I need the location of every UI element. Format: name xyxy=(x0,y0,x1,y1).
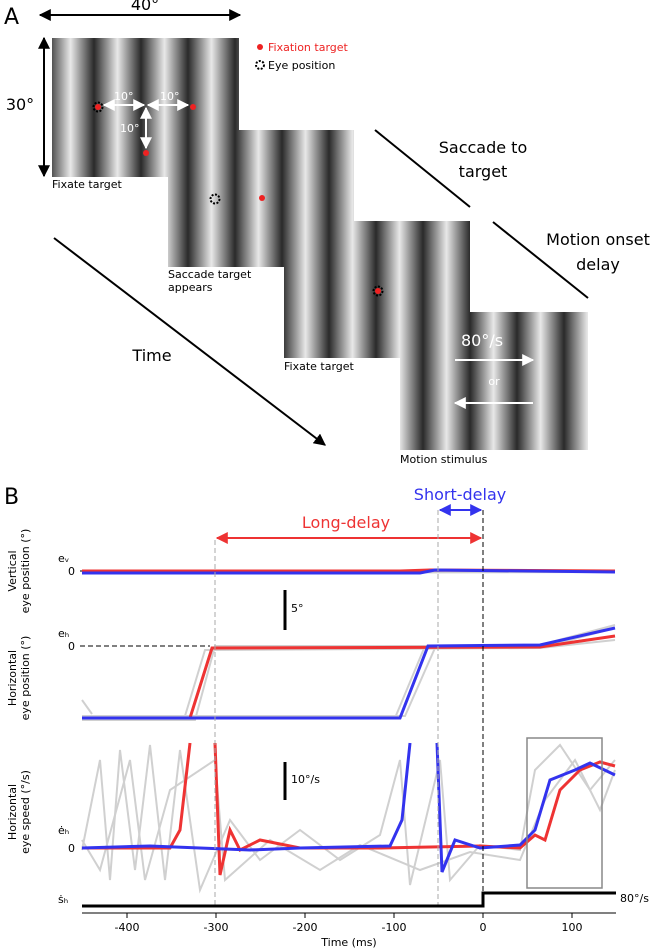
long-delay-label: Long-delay xyxy=(302,513,390,532)
time-arrow xyxy=(53,237,326,446)
signal-label: ėₕ xyxy=(58,824,69,837)
width-label: 40° xyxy=(131,0,159,14)
fixation xyxy=(259,195,265,201)
signal-label: eₕ xyxy=(58,627,69,640)
zero-label: 0 xyxy=(68,565,75,578)
stimulus-trace xyxy=(82,891,616,908)
eye xyxy=(92,101,104,113)
horizontal-position-blue xyxy=(82,626,616,720)
x-tick-label: 100 xyxy=(562,921,583,934)
height-label: 30° xyxy=(6,95,34,114)
frame-caption: Fixate target xyxy=(52,178,123,191)
scale-label: 10°/s xyxy=(291,773,320,786)
x-tick-label: -300 xyxy=(204,921,229,934)
highlight-box xyxy=(526,737,603,889)
legend-eye xyxy=(255,60,265,70)
scale-label: 5° xyxy=(291,602,304,615)
frame-caption: appears xyxy=(168,281,213,294)
vertical-position-blue xyxy=(82,568,616,575)
interval-label: Saccade to xyxy=(439,138,528,157)
fixation xyxy=(95,104,101,110)
interval-line xyxy=(374,129,471,208)
x-tick-label: -100 xyxy=(382,921,407,934)
legend-dot xyxy=(257,44,263,50)
y-label: eye position (°) xyxy=(19,636,32,721)
horizontal-position-red xyxy=(82,634,616,720)
frame xyxy=(400,312,588,450)
frame-caption: Fixate target xyxy=(284,360,355,373)
offset-label: 10° xyxy=(114,90,134,103)
short-delay-label: Short-delay xyxy=(414,485,506,504)
zero-label: 0 xyxy=(68,640,75,653)
offset-label: 10° xyxy=(120,122,140,135)
interval-label: delay xyxy=(576,255,620,274)
y-label: eye position (°) xyxy=(19,529,32,614)
zero-label: 0 xyxy=(68,842,75,855)
signal-label: ṡₕ xyxy=(58,893,68,906)
x-tick-label: -400 xyxy=(115,921,140,934)
frame-caption: Motion stimulus xyxy=(400,453,488,466)
y-label: eye speed (°/s) xyxy=(19,770,32,854)
trial-traces xyxy=(81,570,616,894)
y-label: Vertical xyxy=(6,550,19,591)
signal-label: eᵥ xyxy=(58,552,69,565)
fixation xyxy=(190,104,196,110)
x-tick-label: -200 xyxy=(293,921,318,934)
stimulus-speed: 80°/s xyxy=(620,892,649,905)
legend-fixation: Fixation target xyxy=(268,41,349,54)
speed-label: 80°/s xyxy=(461,331,503,350)
interval-line xyxy=(492,221,589,299)
time-label: Time xyxy=(131,346,171,365)
or-label: or xyxy=(488,375,500,388)
y-label: Horizontal xyxy=(6,650,19,706)
interval-label: Motion onset xyxy=(546,230,650,249)
fixation xyxy=(375,288,381,294)
fixation xyxy=(143,150,149,156)
eye xyxy=(209,193,221,205)
interval-label: target xyxy=(459,162,508,181)
panel-label: B xyxy=(4,485,19,510)
y-label: Horizontal xyxy=(6,784,19,840)
frame-caption: Saccade target xyxy=(168,268,252,281)
panel-label: A xyxy=(4,5,19,30)
x-axis-label: Time (ms) xyxy=(320,936,376,949)
eye xyxy=(372,285,384,297)
offset-label: 10° xyxy=(160,90,180,103)
legend-eye-label: Eye position xyxy=(268,59,335,72)
x-tick-label: 0 xyxy=(480,921,487,934)
